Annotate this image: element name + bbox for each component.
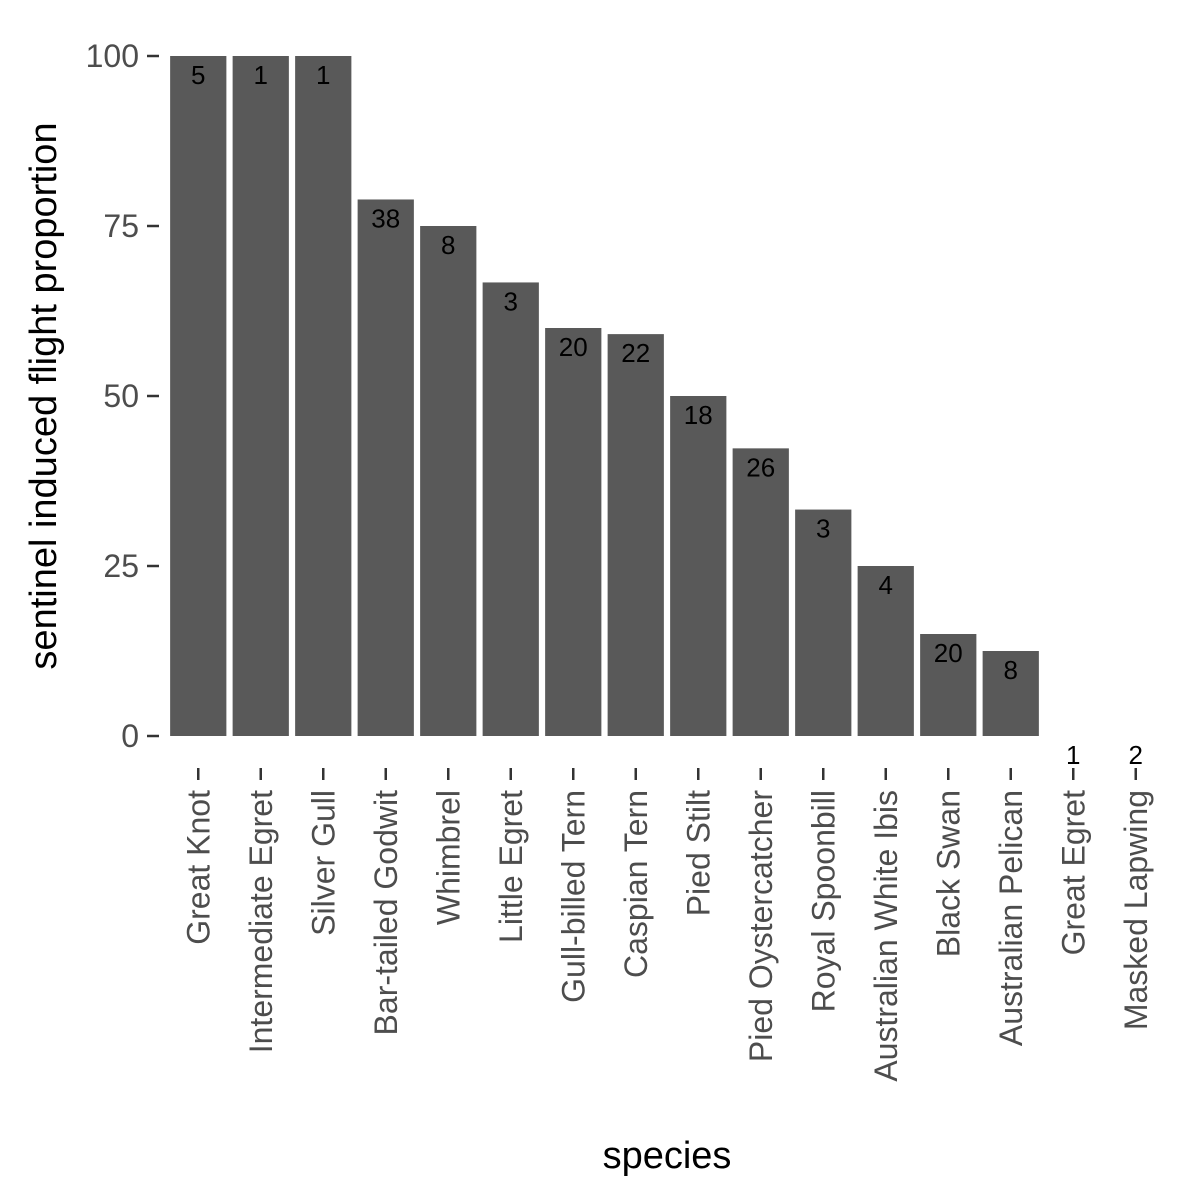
x-tick-label: Royal Spoonbill xyxy=(805,790,841,1012)
bar-count-label: 5 xyxy=(191,60,205,90)
x-tick-label: Australian Pelican xyxy=(993,790,1029,1046)
bar xyxy=(920,634,977,736)
bar xyxy=(732,448,789,736)
y-tick-label: 25 xyxy=(103,548,139,584)
y-axis: 0 25 50 75 100 xyxy=(86,38,159,754)
y-tick-label: 0 xyxy=(121,718,139,754)
bar-count-label: 8 xyxy=(1004,655,1018,685)
bar-count-label: 20 xyxy=(559,332,588,362)
bar xyxy=(295,56,352,736)
bar-count-label: 3 xyxy=(504,286,518,316)
bar-count-label: 1 xyxy=(316,60,330,90)
y-tick-label: 100 xyxy=(86,38,139,74)
x-tick-label: Great Knot xyxy=(180,790,216,945)
bar xyxy=(482,282,539,736)
bar xyxy=(607,334,664,736)
bar-count-label: 20 xyxy=(934,638,963,668)
y-axis-title: sentinel induced flight proportion xyxy=(23,122,65,669)
bar-count-label: 38 xyxy=(371,203,400,233)
bar xyxy=(232,56,289,736)
bar xyxy=(857,566,914,736)
x-tick-label: Little Egret xyxy=(493,790,529,943)
x-tick-label: Whimbrel xyxy=(430,790,466,925)
bar-count-label: 26 xyxy=(746,452,775,482)
bar xyxy=(357,199,414,737)
bar xyxy=(982,651,1039,736)
bar-count-label: 3 xyxy=(816,514,830,544)
x-tick-label: Caspian Tern xyxy=(618,790,654,978)
x-tick-label: Gull-billed Tern xyxy=(555,790,591,1003)
x-tick-label: Pied Stilt xyxy=(680,790,716,916)
bar-count-label: 1 xyxy=(254,60,268,90)
bar-count-label: 1 xyxy=(1066,740,1080,770)
bar xyxy=(670,396,727,736)
x-tick-label: Masked Lapwing xyxy=(1118,790,1154,1030)
x-tick-label: Black Swan xyxy=(930,790,966,957)
bar xyxy=(420,226,477,736)
x-tick-label: Bar-tailed Godwit xyxy=(368,790,404,1036)
y-tick-label: 50 xyxy=(103,378,139,414)
bar xyxy=(170,56,227,736)
bar-count-label: 18 xyxy=(684,400,713,430)
bar xyxy=(795,509,852,736)
bars xyxy=(170,56,1039,737)
bar-count-label: 4 xyxy=(879,570,893,600)
y-tick-label: 75 xyxy=(103,208,139,244)
bar-count-label: 8 xyxy=(441,230,455,260)
x-tick-label: Great Egret xyxy=(1055,790,1091,956)
x-tick-label: Intermediate Egret xyxy=(243,790,279,1053)
bar-count-label: 2 xyxy=(1129,740,1143,770)
x-tick-label: Pied Oystercatcher xyxy=(743,790,779,1062)
x-axis-title: species xyxy=(603,1135,732,1177)
bar xyxy=(545,328,602,736)
x-axis: Great Knot Intermediate Egret Silver Gull B… xyxy=(180,768,1154,1082)
bar-count-label: 22 xyxy=(621,338,650,368)
x-tick-label: Australian White Ibis xyxy=(868,790,904,1082)
x-tick-label: Silver Gull xyxy=(305,790,341,936)
